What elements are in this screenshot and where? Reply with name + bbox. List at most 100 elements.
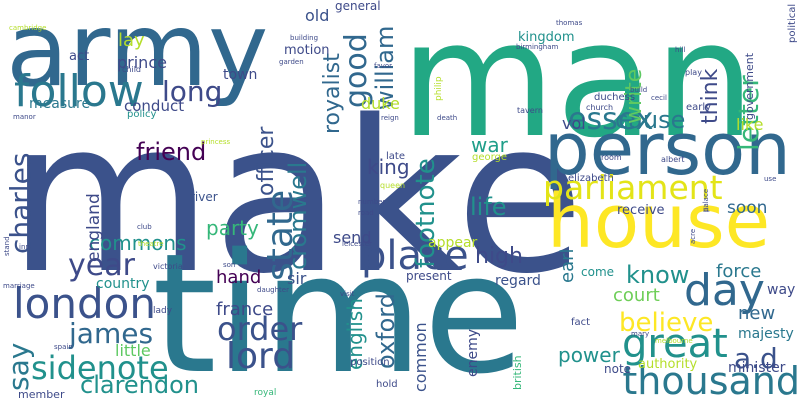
word-albert: albert (661, 155, 685, 164)
word-cambridge: cambridge (9, 24, 47, 32)
word-george: george (472, 152, 508, 163)
word-inn: inn (19, 243, 30, 251)
word-force: force (716, 261, 762, 282)
word-marriage: marriage (3, 282, 35, 290)
word-reign: reign (381, 114, 399, 122)
word-melbourne: melbourne (655, 337, 693, 345)
word-high: high (475, 244, 523, 269)
word-france: france (216, 299, 274, 320)
word-court: court (613, 285, 660, 306)
word-position: position (350, 357, 390, 368)
word-measure: measure (29, 96, 91, 112)
word-think: think (698, 68, 723, 124)
word-build: build (630, 86, 648, 94)
word-cause: cause (615, 106, 686, 134)
word-policy: policy (127, 109, 157, 120)
word-england: england (84, 193, 104, 262)
word-iii: iii (703, 206, 709, 214)
word-visit: visit (340, 290, 355, 298)
word-james: james (69, 317, 154, 350)
word-common: common (411, 322, 430, 392)
word-building: building (290, 34, 319, 42)
word-footnote: footnote (411, 158, 441, 268)
word-way: way (767, 282, 796, 298)
word-motion: motion (284, 43, 330, 58)
word-little: little (115, 341, 151, 360)
word-officer: officer (254, 126, 279, 196)
word-year: year (68, 248, 135, 283)
word-town: town (223, 67, 258, 83)
word-play: play (685, 68, 702, 77)
word-new: new (738, 303, 776, 324)
word-lady: lady (153, 306, 173, 316)
word-parliament: parliament (543, 168, 723, 207)
word-cecil: cecil (651, 94, 667, 102)
word-like: like (736, 115, 764, 134)
word-stand: stand (3, 236, 11, 256)
word-king: king (367, 155, 410, 179)
word-theatre: theatre (138, 240, 164, 248)
word-friend: friend (136, 138, 207, 166)
word-acre: acre (689, 228, 697, 244)
word-order: order (217, 310, 303, 348)
word-kingdom: kingdom (518, 30, 575, 45)
word-hill: hill (675, 46, 686, 54)
word-club: club (137, 223, 152, 231)
word-london: london (13, 279, 156, 328)
word-enemy: enemy (465, 328, 481, 377)
word-person: person (544, 107, 791, 191)
word-british: british (511, 355, 524, 390)
word-spain: spain (54, 343, 73, 351)
word-country: country (96, 276, 150, 292)
word-church: church (586, 103, 614, 112)
word-follow: follow (14, 66, 144, 117)
word-child: child (122, 65, 141, 74)
word-great: great (622, 321, 728, 367)
word-use: use (764, 175, 777, 183)
word-party: party (206, 216, 259, 240)
word-note: note (604, 362, 632, 376)
word-old: old (305, 6, 330, 25)
word-come: come (581, 265, 615, 279)
word-commons: commons (89, 231, 187, 255)
word-present: present (406, 269, 452, 283)
word-mary: mary (631, 330, 650, 338)
word-fact: fact (571, 317, 591, 328)
word-soon: soon (727, 198, 768, 218)
word-life: life (470, 193, 507, 221)
word-member: member (18, 388, 65, 400)
word-minister: minister (728, 360, 786, 376)
word-leicester: leicester (342, 240, 372, 248)
word-royal: royal (254, 388, 277, 398)
word-victoria: victoria (153, 262, 183, 271)
word-appear: appear (428, 235, 478, 251)
word-tavern: tavern (517, 106, 543, 115)
word-lord: lord (226, 336, 296, 377)
word-prince: prince (117, 53, 167, 72)
word-birmingham: birmingham (516, 43, 559, 51)
word-river: river (190, 190, 218, 204)
word-queen: queen (380, 181, 406, 190)
word-thomas: thomas (556, 19, 583, 27)
word-garden: garden (279, 58, 304, 66)
word-ad: a.d (734, 342, 778, 375)
word-government: government (743, 52, 756, 120)
word-hand: hand (216, 267, 262, 288)
word-send: send (333, 228, 372, 247)
word-son: son (223, 261, 236, 269)
word-sir: sir (287, 269, 307, 288)
word-vol: vol (562, 114, 586, 133)
word-receive: receive (617, 203, 665, 218)
word-duchess: duchess (594, 92, 636, 103)
word-philip: philip (434, 76, 444, 101)
word-death: death (437, 114, 458, 122)
word-make: make (8, 75, 585, 320)
word-sidenote: sidenote (31, 349, 169, 387)
word-war: war (471, 133, 508, 157)
word-charles: charles (4, 152, 37, 254)
word-authority: authority (638, 357, 698, 372)
word-say: say (2, 342, 35, 391)
word-conduct: conduct (124, 97, 185, 115)
word-general: general (335, 0, 381, 13)
